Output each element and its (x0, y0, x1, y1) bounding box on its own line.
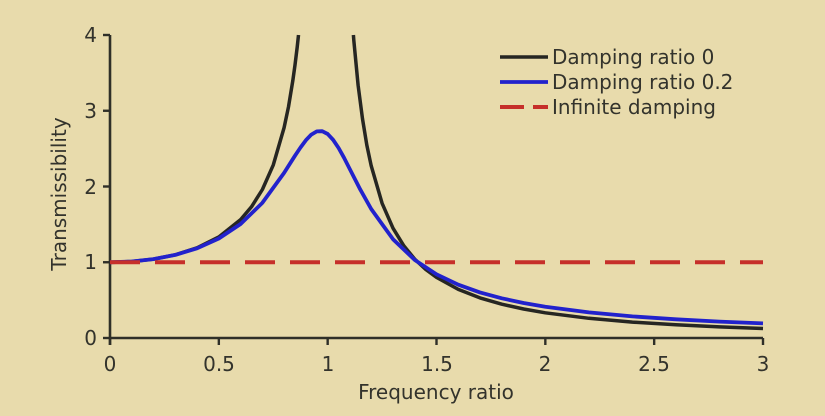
y-axis-title: Transmissibility (47, 117, 71, 271)
x-tick-label-2: 2 (538, 352, 552, 376)
x-axis-ticks (108, 338, 765, 345)
series-damping-ratio-0-2-curve (109, 129, 764, 326)
x-tick-label-3: 3 (756, 352, 770, 376)
x-tick-label-0-5: 0.5 (203, 352, 235, 376)
y-tick-label-4: 4 (84, 23, 97, 47)
legend-label-damping-ratio-0: Damping ratio 0 (552, 45, 715, 69)
x-axis-title: Frequency ratio (358, 380, 514, 404)
y-tick-label-0: 0 (84, 326, 97, 350)
legend-label-damping-ratio-0-2: Damping ratio 0.2 (552, 70, 734, 94)
y-tick-label-2: 2 (84, 175, 97, 199)
legend-label-infinite-damping: Infinite damping (552, 95, 716, 119)
x-tick-label-2-5: 2.5 (638, 352, 670, 376)
x-tick-label-0: 0 (103, 352, 117, 376)
y-axis-ticks (103, 33, 110, 340)
x-tick-label-1-5: 1.5 (421, 352, 453, 376)
y-tick-label-1: 1 (84, 250, 97, 274)
y-tick-label-3: 3 (84, 99, 97, 123)
x-tick-label-1: 1 (321, 352, 335, 376)
